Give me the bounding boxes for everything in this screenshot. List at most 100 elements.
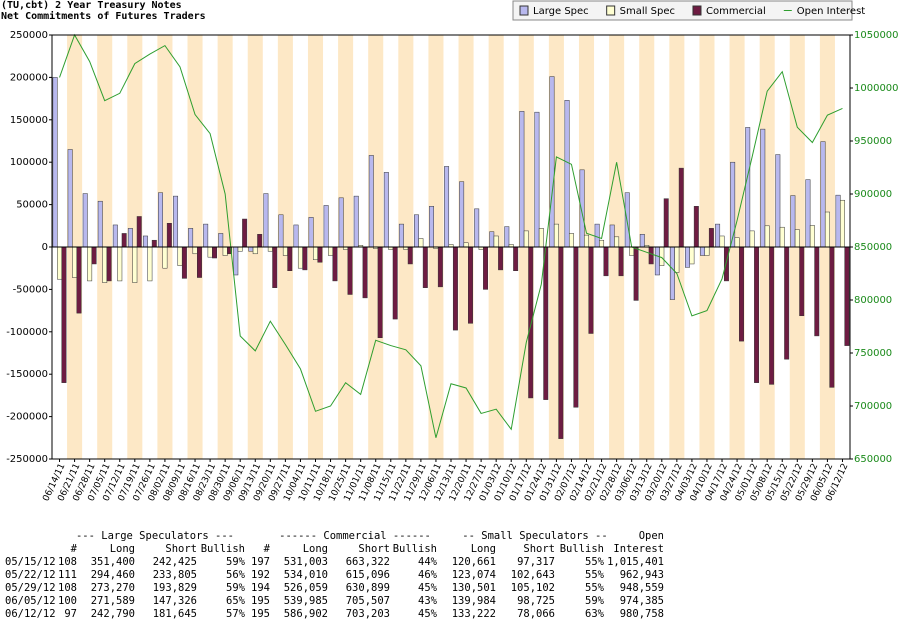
- bar: [609, 224, 615, 248]
- bar: [498, 246, 504, 271]
- bar: [513, 246, 519, 271]
- bar: [820, 141, 826, 248]
- table-cell: 06/12/12: [5, 608, 56, 619]
- bar: [267, 246, 273, 252]
- y2-tick-label: 850000: [854, 242, 892, 253]
- table-cell: 139,984: [452, 595, 496, 607]
- table-cell: 663,322: [346, 556, 390, 568]
- bar: [594, 223, 600, 248]
- table-cell: 45%: [418, 608, 438, 619]
- bar: [444, 166, 450, 248]
- bar: [106, 246, 112, 282]
- y-tick-label: 250000: [10, 30, 48, 41]
- bar: [824, 211, 830, 248]
- bar: [263, 193, 269, 248]
- y-tick-label: -100000: [6, 327, 48, 338]
- bar: [437, 246, 443, 288]
- table-cell: 526,059: [284, 582, 328, 594]
- bar: [528, 246, 534, 399]
- table-cell: 242,790: [91, 608, 135, 619]
- bar: [76, 246, 82, 314]
- bar: [794, 229, 800, 248]
- y-tick-label: 0: [42, 242, 48, 253]
- table-cell: 56%: [226, 569, 246, 581]
- bar: [760, 128, 766, 248]
- table-cell: 123,074: [452, 569, 496, 581]
- legend-label: Open Interest: [797, 6, 866, 17]
- bar: [248, 246, 254, 252]
- bar: [678, 167, 684, 248]
- legend-swatch: [519, 5, 529, 16]
- table-group-header: ------ Commercial ------: [279, 530, 431, 542]
- bar: [132, 246, 138, 283]
- bar: [222, 246, 228, 256]
- table-cell: 615,096: [346, 569, 390, 581]
- table-cell: 97,317: [517, 556, 555, 568]
- table-cell: 102,643: [511, 569, 555, 581]
- bar: [689, 246, 695, 265]
- bar: [564, 100, 570, 248]
- bar: [278, 214, 284, 248]
- bar: [429, 206, 434, 248]
- bar: [233, 246, 239, 276]
- bar: [218, 233, 224, 248]
- y-tick-label: 150000: [10, 115, 48, 126]
- table-cell: 351,400: [91, 556, 135, 568]
- bar: [468, 246, 473, 324]
- bar: [723, 246, 729, 282]
- chart-title: (TU,cbt) 2 Year Treasury Notes: [1, 0, 182, 11]
- bar: [177, 246, 183, 266]
- bar: [328, 246, 334, 256]
- table-cell: 111: [58, 569, 77, 581]
- y2-tick-label: 750000: [854, 348, 892, 359]
- y-tick-label: -250000: [6, 454, 48, 465]
- bar: [779, 226, 785, 248]
- bar: [242, 218, 248, 248]
- table-column-header: #: [264, 543, 271, 555]
- bar: [835, 194, 841, 248]
- legend-swatch: [606, 5, 616, 16]
- table-cell: 980,758: [620, 608, 664, 619]
- table-cell: 531,003: [284, 556, 328, 568]
- bar: [452, 246, 458, 331]
- bar: [730, 161, 736, 248]
- y-tick-label: -150000: [6, 369, 48, 380]
- table-column-header: Short: [358, 543, 390, 555]
- bar: [392, 246, 398, 320]
- bar: [173, 195, 179, 248]
- bar: [489, 231, 495, 248]
- table-cell: 181,645: [153, 608, 197, 619]
- bar: [308, 217, 314, 248]
- table-cell: 630,899: [346, 582, 390, 594]
- y2-tick-label: 1000000: [854, 83, 898, 94]
- table-group-header: -- Small Speculators --: [462, 530, 607, 542]
- bar: [302, 246, 308, 271]
- table-cell: 59%: [226, 556, 246, 568]
- bar: [102, 246, 108, 283]
- bar: [654, 246, 660, 276]
- legend-label: Commercial: [706, 6, 766, 17]
- table-cell: 78,066: [517, 608, 555, 619]
- table-cell: 59%: [585, 595, 605, 607]
- bar: [398, 223, 404, 248]
- bar: [618, 246, 624, 277]
- table-column-header: Long: [110, 543, 135, 555]
- table-cell: 100: [58, 595, 77, 607]
- legend-swatch: [692, 5, 702, 16]
- bar: [353, 195, 359, 248]
- bar: [829, 246, 835, 388]
- bar: [674, 246, 680, 273]
- bar: [538, 228, 544, 248]
- bar: [493, 235, 499, 248]
- bar: [754, 246, 760, 383]
- table-cell: 105,102: [511, 582, 555, 594]
- bar: [121, 233, 127, 248]
- table-cell: 233,805: [153, 569, 197, 581]
- bar: [639, 234, 645, 248]
- table-column-header: Interest: [613, 543, 664, 555]
- bar: [693, 206, 699, 248]
- bar: [377, 246, 383, 338]
- table-cell: 242,425: [153, 556, 197, 568]
- bar: [112, 224, 118, 248]
